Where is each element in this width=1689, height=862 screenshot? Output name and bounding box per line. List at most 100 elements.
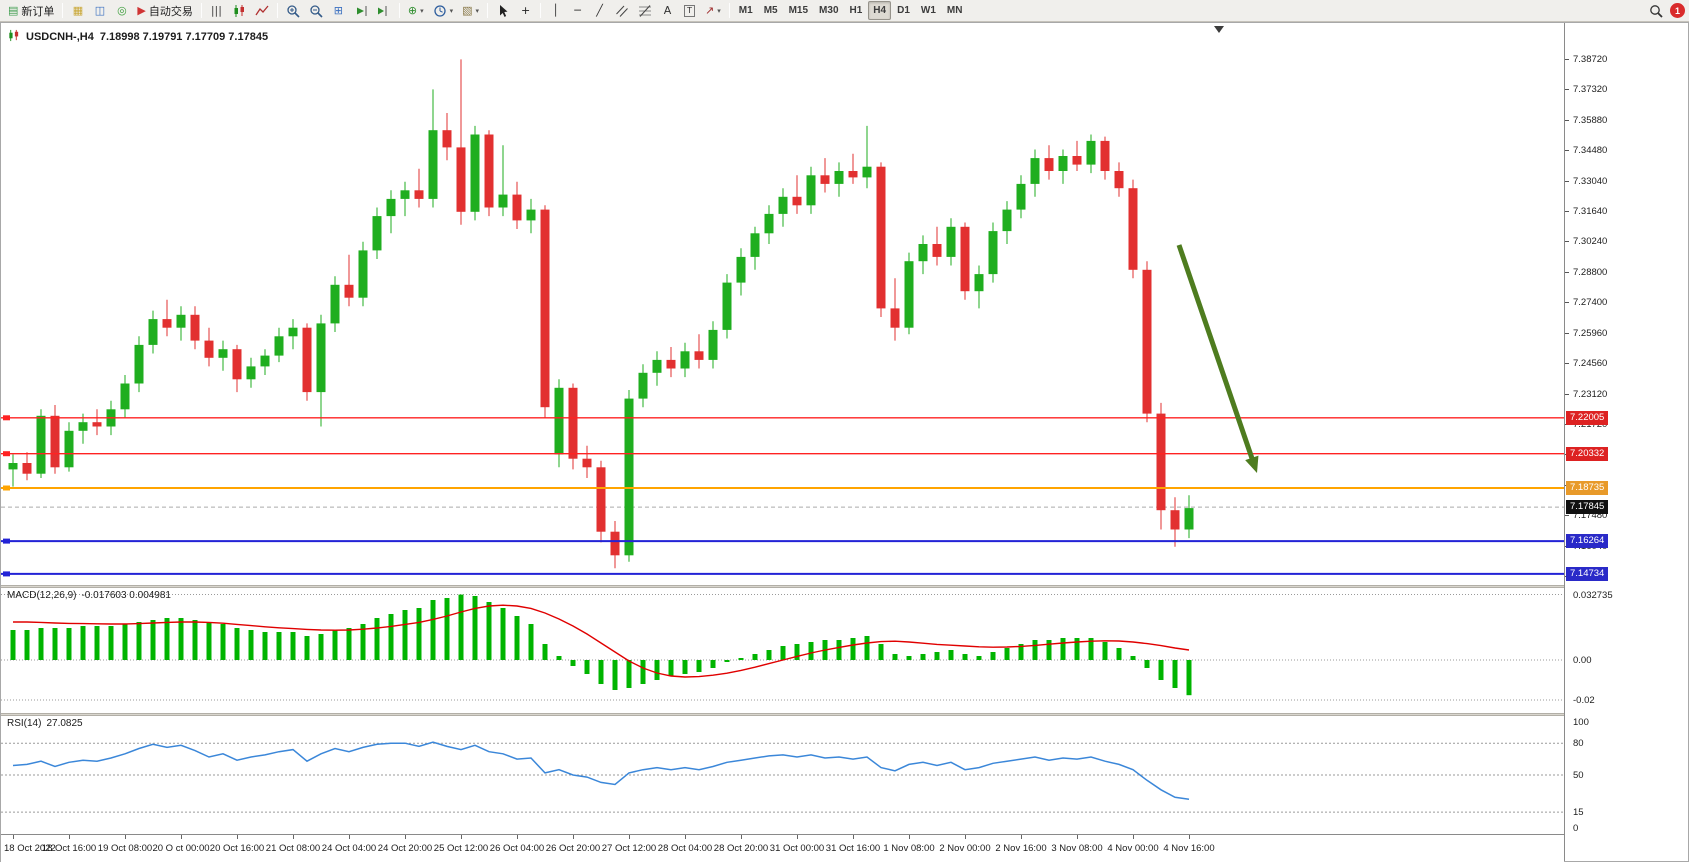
zoom-in-button[interactable] <box>282 1 304 20</box>
crosshair-button[interactable]: + <box>515 1 536 20</box>
price-tick-label: 7.28800 <box>1573 266 1608 278</box>
templates-icon: ▧ <box>462 4 473 17</box>
price-axis-tick <box>1565 210 1569 212</box>
dropdown-caret-icon: ▾ <box>475 7 480 15</box>
price-tick-label: 7.35880 <box>1573 114 1608 126</box>
channel-icon <box>616 5 628 17</box>
hline-7.20332[interactable] <box>1 451 1564 457</box>
hline-7.18735[interactable] <box>1 485 1564 491</box>
hline-7.16264[interactable] <box>1 538 1564 544</box>
time-axis-tick <box>237 835 238 839</box>
search-button[interactable] <box>1645 1 1667 20</box>
macd-panel[interactable]: MACD(12,26,9) -0.017603 0.004981 <box>1 588 1564 713</box>
trend-arrow[interactable] <box>1176 244 1259 473</box>
symbol-period-label: USDCNH-,H4 <box>26 31 94 43</box>
panel-splitter[interactable] <box>1 585 1688 588</box>
tile-windows-button[interactable]: ⊞ <box>328 1 349 20</box>
time-tick-label: 20 Oct 16:00 <box>209 843 265 854</box>
notification-badge[interactable]: 1 <box>1670 3 1685 18</box>
equidistant-channel-button[interactable] <box>611 1 633 20</box>
toolbar-separator <box>276 3 278 18</box>
time-axis-tick <box>517 835 518 839</box>
crosshair-icon: + <box>520 4 531 17</box>
time-tick-label: 28 Oct 20:00 <box>713 843 769 854</box>
price-tick-label: 7.23120 <box>1573 388 1608 400</box>
toolbar-separator <box>398 3 400 18</box>
toolbar-separator <box>728 3 730 18</box>
timeframe-m30-button[interactable]: M30 <box>819 5 839 16</box>
time-axis-tick <box>1133 835 1134 839</box>
dropdown-caret-icon: ▾ <box>420 7 424 15</box>
text-label-button[interactable]: T <box>679 1 700 20</box>
market-watch-button[interactable]: ◎ <box>111 1 132 20</box>
time-axis-tick <box>909 835 910 839</box>
ohlc-bars-button[interactable]: ||| <box>206 1 227 20</box>
timeframe-h1-button[interactable]: H1 <box>849 5 863 16</box>
price-axis-tick <box>1565 89 1569 90</box>
new-order-button-label: 新订单 <box>21 5 55 18</box>
chart-shift-marker[interactable] <box>1214 26 1224 33</box>
line-chart-button[interactable] <box>251 1 273 20</box>
trendline-button[interactable]: ╱ <box>589 1 610 20</box>
panel-splitter[interactable] <box>1 713 1688 716</box>
indicators-button[interactable]: ⊕ ▾ <box>404 1 428 20</box>
price-axis-tick <box>1565 332 1569 334</box>
candlestick-chart-button[interactable] <box>228 1 250 20</box>
time-axis[interactable]: 18 Oct 2022 18 Oct 16:00 19 Oct 08:00 20 O … <box>1 834 1564 862</box>
price-tick-label: 7.38720 <box>1573 53 1608 65</box>
cursor-icon <box>500 4 508 17</box>
timeframe-m5-button[interactable]: M5 <box>763 5 778 16</box>
macd-tick-label: 0.032735 <box>1573 589 1613 601</box>
price-tick-label: 7.34480 <box>1573 145 1608 156</box>
zoom-out-button[interactable] <box>305 1 327 20</box>
price-axis[interactable]: 7.38720 7.37320 7.35880 7.34480 7.33040 7.316… <box>1564 23 1688 861</box>
rsi-tick-label: 0 <box>1573 823 1579 834</box>
price-axis-tick <box>1565 119 1569 121</box>
price-chart-panel[interactable] <box>1 25 1564 585</box>
new-order-button[interactable]: ▤ 新订单 <box>4 1 58 20</box>
timeframe-m15-button[interactable]: M15 <box>788 5 809 16</box>
current-price-badge: 7.17845 <box>1566 500 1609 515</box>
price-tick-label: 7.37320 <box>1573 84 1608 95</box>
time-tick-label: 31 Oct 00:00 <box>769 843 825 854</box>
timeframe-d1-button[interactable]: D1 <box>897 5 910 16</box>
market-watch-icon: ◎ <box>117 4 127 17</box>
line-chart-icon <box>255 5 269 15</box>
hline-7.22005[interactable] <box>1 415 1564 421</box>
time-axis-tick <box>349 835 350 839</box>
vertical-line-button[interactable]: │ <box>545 1 566 20</box>
auto-scroll-button[interactable] <box>350 1 372 20</box>
timeframe-w1-button[interactable]: W1 <box>920 5 936 16</box>
macd-tick-label: 0.00 <box>1573 655 1592 666</box>
price-line-badge: 7.20332 <box>1566 446 1609 461</box>
text-button[interactable]: A <box>657 1 678 20</box>
price-tick-label: 7.27400 <box>1573 297 1608 308</box>
time-axis-tick <box>573 835 574 839</box>
periods-button[interactable]: ▾ <box>429 1 458 20</box>
time-tick-label: 2 Nov 16:00 <box>995 843 1047 854</box>
price-tick-label: 7.25960 <box>1573 327 1608 339</box>
fibonacci-button[interactable] <box>634 1 656 20</box>
cursor-button[interactable] <box>492 1 514 20</box>
timeframe-h4-button[interactable]: H4 <box>868 1 892 20</box>
price-axis-tick <box>1565 271 1569 273</box>
time-tick-label: 18 Oct 16:00 <box>41 843 97 854</box>
hline-7.14734[interactable] <box>1 571 1564 577</box>
autotrading-button[interactable]: ▶ 自动交易 <box>133 1 196 20</box>
new-chart-button[interactable]: ▦ <box>67 1 88 20</box>
horizontal-line-button[interactable]: ─ <box>567 1 588 20</box>
templates-button[interactable]: ▧ ▾ <box>458 1 483 20</box>
rsi-panel[interactable]: RSI(14) 27.0825 <box>1 716 1564 834</box>
chart-shift-button[interactable] <box>373 1 395 20</box>
timeframe-m1-button[interactable]: M1 <box>738 5 753 16</box>
price-axis-tick <box>1565 514 1569 516</box>
profiles-button[interactable]: ◫ <box>89 1 110 20</box>
autotrading-icon: ▶ <box>137 4 146 17</box>
macd-values: -0.017603 0.004981 <box>81 590 171 601</box>
price-axis-tick <box>1565 241 1569 242</box>
zoom-out-icon <box>310 4 323 18</box>
timeframe-mn-button[interactable]: MN <box>946 5 963 16</box>
arrows-button[interactable]: ↗ ▾ <box>701 1 725 20</box>
vertical-line-icon: │ <box>552 4 559 17</box>
